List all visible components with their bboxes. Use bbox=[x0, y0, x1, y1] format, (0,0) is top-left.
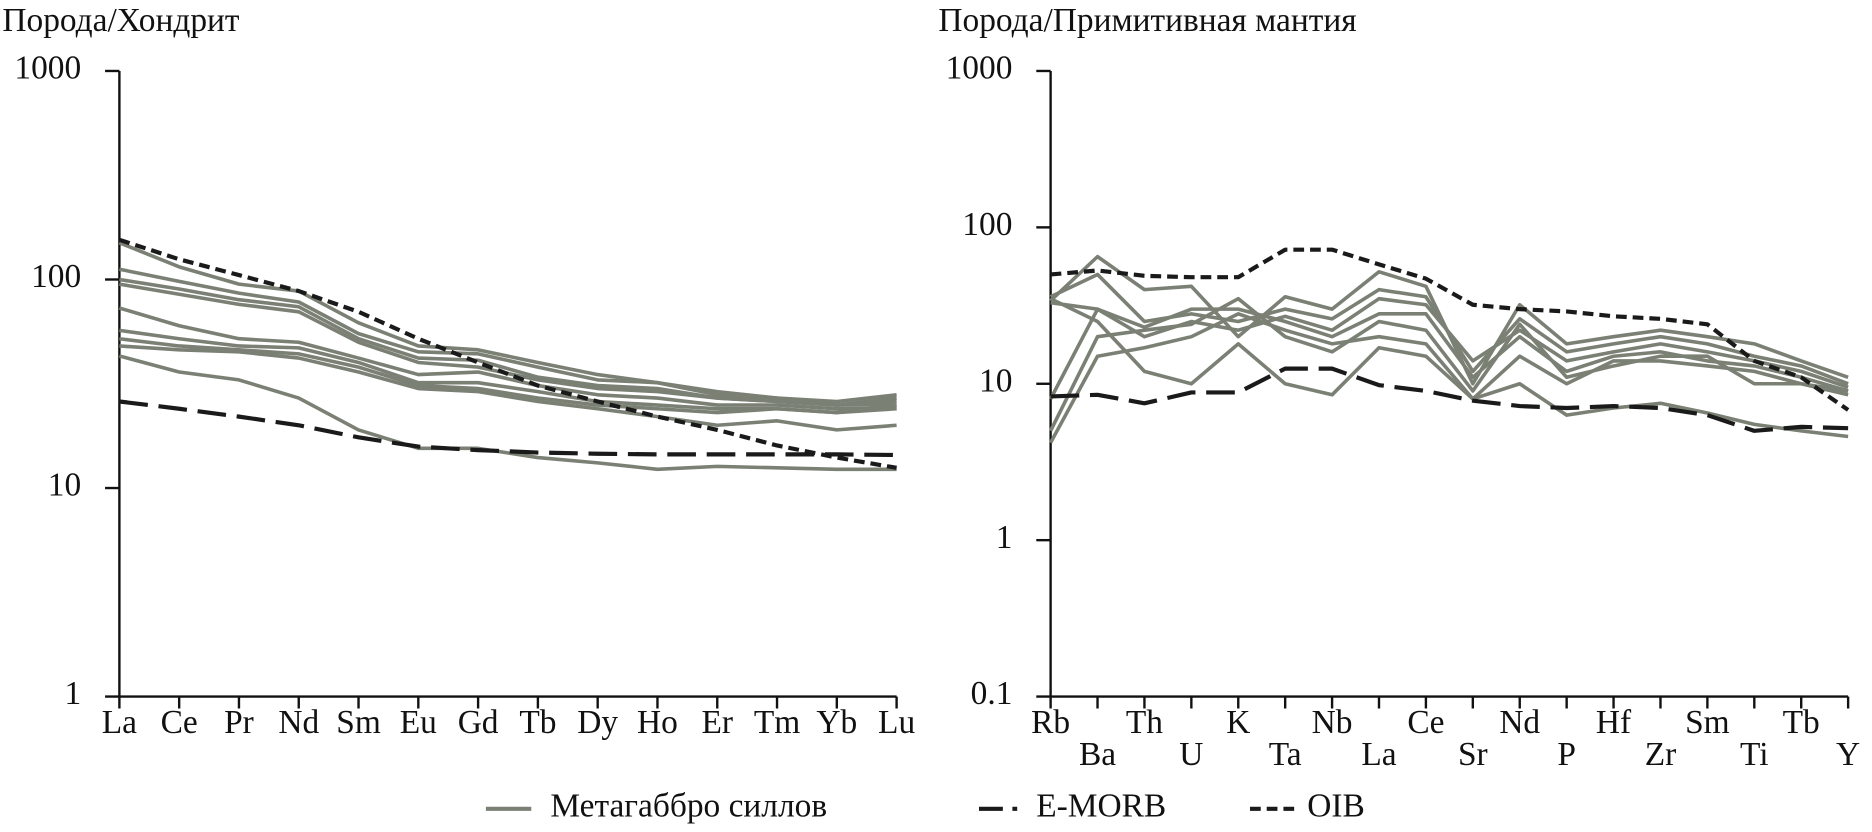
x-tick-label: Rb bbox=[1031, 704, 1070, 741]
y-tick-label: 1000 bbox=[946, 50, 1013, 87]
y-tick-label: 10 bbox=[48, 467, 81, 504]
x-tick-label: Y bbox=[1836, 736, 1860, 773]
data-line bbox=[118, 237, 897, 470]
x-tick-label: Ho bbox=[637, 704, 678, 741]
x-tick-label: P bbox=[1557, 736, 1576, 773]
x-tick-label: Tm bbox=[754, 704, 800, 741]
x-tick-label: Nd bbox=[1499, 704, 1540, 741]
data-line bbox=[1049, 307, 1849, 400]
x-tick-label: Tb bbox=[519, 704, 556, 741]
x-tick-label: Ce bbox=[161, 704, 198, 741]
data-line bbox=[119, 336, 897, 415]
y-tick-label: 1 bbox=[64, 675, 81, 712]
data-line bbox=[1049, 312, 1849, 444]
y-tick-label: 1 bbox=[996, 519, 1013, 556]
x-tick-label: Sm bbox=[336, 704, 381, 741]
x-tick-label: La bbox=[102, 704, 137, 741]
data-line bbox=[119, 344, 897, 432]
y-tick-label: 0.1 bbox=[971, 675, 1013, 712]
y-axis-title: Порода/Примитивная мантия bbox=[938, 2, 1356, 39]
x-tick-label: La bbox=[1361, 736, 1396, 773]
y-tick-label: 100 bbox=[31, 258, 81, 295]
y-tick-label: 1000 bbox=[14, 50, 81, 87]
x-tick-label: Tb bbox=[1783, 704, 1820, 741]
x-tick-label: Eu bbox=[400, 704, 437, 741]
y-tick-label: 100 bbox=[962, 206, 1012, 243]
x-tick-label: Th bbox=[1126, 704, 1163, 741]
data-line bbox=[1049, 297, 1849, 439]
data-line bbox=[118, 354, 897, 472]
y-axis-title: Порода/Хондрит bbox=[2, 2, 240, 39]
y-tick-label: 10 bbox=[979, 362, 1012, 399]
data-line bbox=[119, 267, 897, 404]
data-line bbox=[1050, 366, 1849, 433]
x-tick-label: Ce bbox=[1407, 704, 1444, 741]
data-line bbox=[1050, 247, 1850, 412]
x-tick-label: K bbox=[1226, 704, 1250, 741]
x-tick-label: Zr bbox=[1645, 736, 1677, 773]
legend-label: OIB bbox=[1307, 787, 1365, 824]
legend-label: E-MORB bbox=[1036, 787, 1166, 824]
x-tick-label: Ti bbox=[1740, 736, 1769, 773]
x-tick-label: Sr bbox=[1458, 736, 1488, 773]
x-tick-label: Ba bbox=[1079, 736, 1116, 773]
data-line bbox=[119, 399, 897, 458]
x-tick-label: Yb bbox=[816, 704, 857, 741]
x-tick-label: Er bbox=[701, 704, 733, 741]
legend-label: Метагаббро силлов bbox=[550, 787, 827, 824]
x-tick-label: Hf bbox=[1596, 704, 1632, 741]
x-tick-label: Dy bbox=[577, 704, 618, 741]
x-tick-label: Sm bbox=[1685, 704, 1730, 741]
data-line bbox=[118, 306, 897, 411]
x-tick-label: Nb bbox=[1312, 704, 1353, 741]
x-tick-label: Lu bbox=[878, 704, 915, 741]
x-tick-label: Pr bbox=[224, 704, 254, 741]
data-line bbox=[1049, 296, 1849, 432]
x-tick-label: Ta bbox=[1269, 736, 1302, 773]
x-tick-label: U bbox=[1179, 736, 1203, 773]
x-tick-label: Gd bbox=[458, 704, 499, 741]
x-tick-label: Nd bbox=[278, 704, 319, 741]
